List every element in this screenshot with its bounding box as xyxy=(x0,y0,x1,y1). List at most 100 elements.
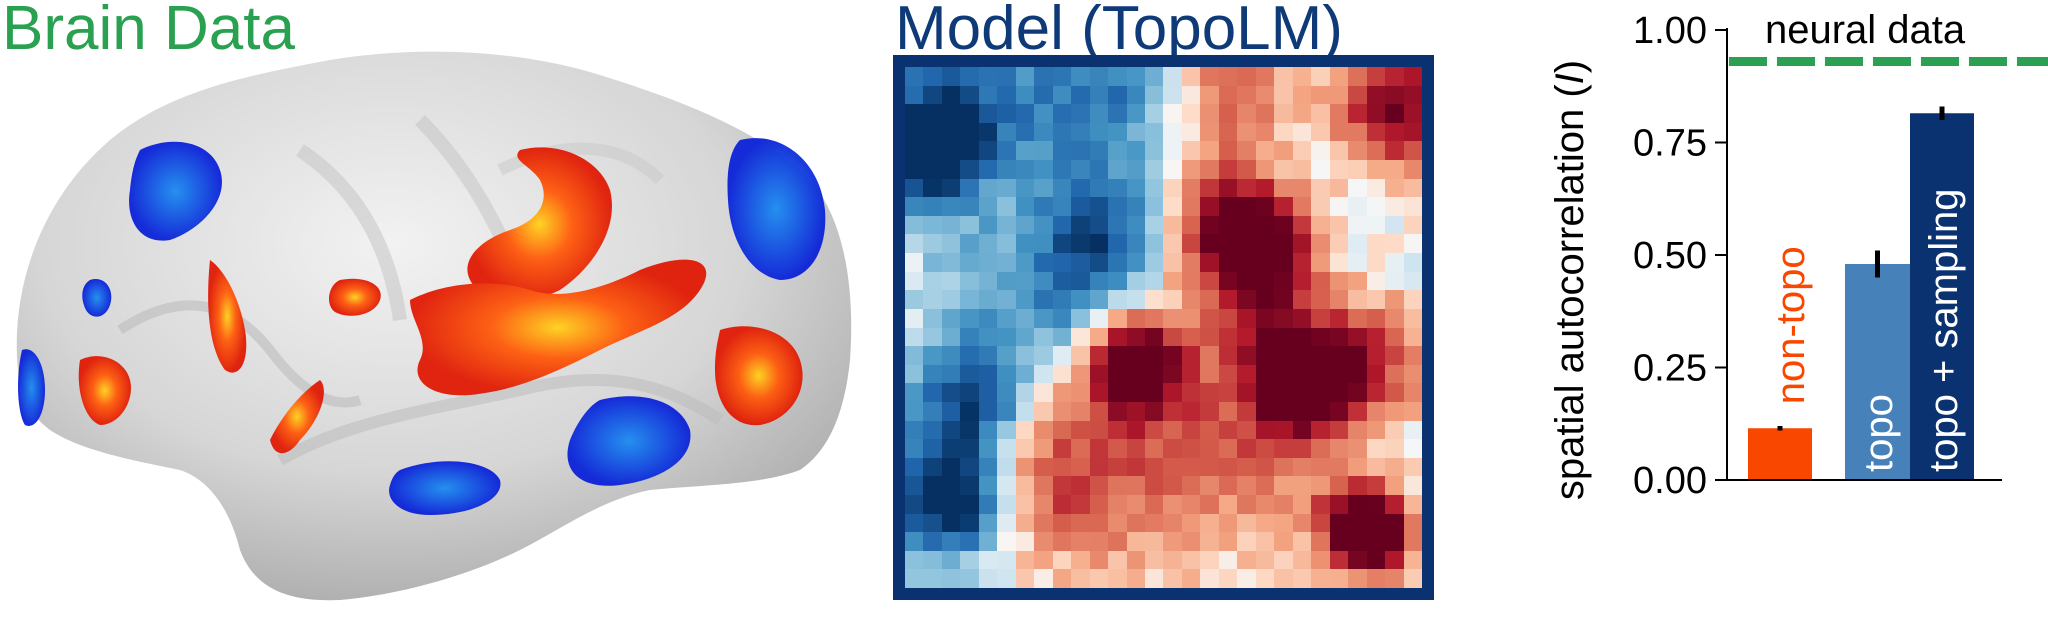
heatmap-cell xyxy=(923,569,942,588)
heatmap-cell xyxy=(1274,253,1293,272)
heatmap-cell xyxy=(1218,85,1238,105)
heatmap-cell xyxy=(1348,513,1367,533)
heatmap-cell xyxy=(960,513,979,533)
heatmap-cell xyxy=(1200,476,1219,495)
heatmap-cell xyxy=(1089,122,1109,142)
heatmap-cell xyxy=(1163,401,1182,421)
heatmap-cell xyxy=(905,122,924,142)
heatmap-cell xyxy=(997,197,1016,216)
heatmap-cell xyxy=(1403,439,1422,458)
heatmap-cell xyxy=(1126,457,1146,477)
heatmap-cell xyxy=(1292,215,1312,235)
heatmap-cell xyxy=(1015,253,1035,272)
heatmap-cell xyxy=(1403,364,1422,384)
heatmap-cell xyxy=(1311,569,1330,588)
heatmap-cell xyxy=(1108,476,1127,495)
heatmap-cell xyxy=(905,308,924,328)
heatmap-cell xyxy=(1089,569,1109,588)
heatmap-cell xyxy=(1385,476,1404,495)
heatmap-cell xyxy=(1329,346,1349,365)
heatmap-cell xyxy=(960,532,979,551)
heatmap-cell xyxy=(1274,178,1293,198)
heatmap-cell xyxy=(1145,383,1164,402)
heatmap-cell xyxy=(1200,178,1219,198)
heatmap-cell xyxy=(1015,122,1035,142)
heatmap-cell xyxy=(1366,476,1386,495)
heatmap-cell xyxy=(1163,439,1182,458)
heatmap-cell xyxy=(1200,532,1219,551)
heatmap-cell xyxy=(997,439,1016,458)
heatmap-cell xyxy=(1311,532,1330,551)
heatmap-cell xyxy=(1145,67,1164,86)
heatmap-cell xyxy=(997,457,1016,477)
heatmap-cell xyxy=(1015,178,1035,198)
heatmap-cell xyxy=(923,290,942,309)
heatmap-cell xyxy=(1034,308,1053,328)
heatmap-cell xyxy=(1403,104,1422,123)
model-selectivity-heatmap xyxy=(905,67,1422,588)
heatmap-cell xyxy=(1015,420,1035,440)
heatmap-cell xyxy=(1366,234,1386,254)
heatmap-cell xyxy=(1200,67,1219,86)
heatmap-cell xyxy=(1311,327,1330,347)
heatmap-cell xyxy=(1163,141,1182,161)
heatmap-cell xyxy=(1015,401,1035,421)
heatmap-cell xyxy=(1108,104,1127,123)
heatmap-cell xyxy=(1163,494,1182,514)
heatmap-cell xyxy=(1237,290,1256,309)
heatmap-cell xyxy=(923,476,942,495)
heatmap-cell xyxy=(1311,383,1330,402)
heatmap-cell xyxy=(1255,476,1275,495)
heatmap-cell xyxy=(1255,85,1275,105)
heatmap-cell xyxy=(960,122,979,142)
heatmap-cell xyxy=(997,532,1016,551)
heatmap-cell xyxy=(1089,476,1109,495)
heatmap-cell xyxy=(978,234,998,254)
heatmap-cell xyxy=(1163,327,1182,347)
heatmap-cell xyxy=(1145,122,1164,142)
heatmap-cell xyxy=(1015,457,1035,477)
heatmap-cell xyxy=(1052,290,1072,309)
heatmap-cell xyxy=(1385,346,1404,365)
heatmap-cell xyxy=(1366,104,1386,123)
heatmap-cell xyxy=(1255,550,1275,570)
heatmap-cell xyxy=(1311,215,1330,235)
heatmap-cell xyxy=(1255,104,1275,123)
heatmap-cell xyxy=(1385,290,1404,309)
heatmap-cell xyxy=(923,178,942,198)
model-heatmap-frame xyxy=(893,55,1434,600)
heatmap-cell xyxy=(997,383,1016,402)
heatmap-cell xyxy=(1366,290,1386,309)
heatmap-cell xyxy=(1403,532,1422,551)
heatmap-cell xyxy=(1052,197,1072,216)
heatmap-cell xyxy=(1311,271,1330,291)
heatmap-cell xyxy=(1052,122,1072,142)
heatmap-cell xyxy=(1292,67,1312,86)
heatmap-cell xyxy=(1015,476,1035,495)
heatmap-cell xyxy=(905,439,924,458)
heatmap-cell xyxy=(941,160,961,179)
heatmap-cell xyxy=(1034,550,1053,570)
heatmap-cell xyxy=(997,569,1016,588)
heatmap-cell xyxy=(1052,550,1072,570)
heatmap-cell xyxy=(997,85,1016,105)
heatmap-cell xyxy=(1200,327,1219,347)
heatmap-cell xyxy=(978,141,998,161)
heatmap-cell xyxy=(1348,457,1367,477)
heatmap-cell xyxy=(1145,401,1164,421)
heatmap-cell xyxy=(1015,85,1035,105)
heatmap-cell xyxy=(1126,364,1146,384)
heatmap-cell xyxy=(1015,364,1035,384)
heatmap-cell xyxy=(1145,141,1164,161)
heatmap-cell xyxy=(1274,122,1293,142)
heatmap-cell xyxy=(1034,420,1053,440)
heatmap-cell xyxy=(1200,420,1219,440)
heatmap-cell xyxy=(1403,178,1422,198)
heatmap-cell xyxy=(1052,253,1072,272)
heatmap-cell xyxy=(1237,420,1256,440)
heatmap-cell xyxy=(1181,215,1201,235)
heatmap-cell xyxy=(1385,141,1404,161)
heatmap-cell xyxy=(1052,532,1072,551)
heatmap-cell xyxy=(1329,197,1349,216)
heatmap-cell xyxy=(1126,234,1146,254)
